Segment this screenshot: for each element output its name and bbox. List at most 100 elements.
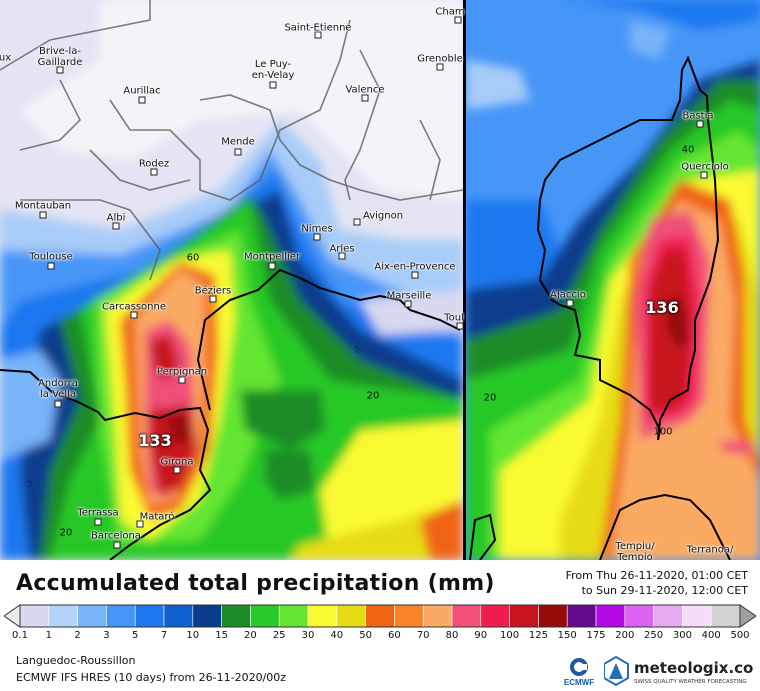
legend-tick-label: 1	[45, 630, 52, 641]
city-label: Barcelona	[91, 530, 141, 542]
legend-swatch	[394, 604, 424, 628]
city-label: Montauban	[14, 200, 72, 212]
city-label: Saint-Etienne	[284, 22, 352, 34]
city-label: Montpellier	[243, 251, 301, 263]
left-map	[0, 0, 463, 560]
city-marker	[700, 171, 708, 179]
city-label: Arles	[329, 243, 355, 255]
legend-swatch	[566, 604, 597, 628]
city-marker	[411, 271, 419, 279]
city-label: Toulouse	[29, 251, 73, 263]
legend-above-arrow	[739, 604, 756, 628]
city-marker	[150, 168, 158, 176]
legend-swatch	[682, 604, 712, 628]
city-marker	[54, 400, 62, 408]
city-marker	[361, 94, 369, 102]
contour-label: 20	[483, 392, 497, 404]
legend-swatch	[278, 604, 309, 628]
meteologix-logo: meteologix.com SWISS QUALITY WEATHER FOR…	[603, 655, 760, 687]
city-label: Mende	[221, 136, 255, 148]
legend-swatch	[221, 604, 251, 628]
legend-tick-label: 0.1	[12, 630, 28, 641]
legend-swatch	[336, 604, 366, 628]
region-name: Languedoc-Roussillon	[16, 654, 136, 667]
city-label: Andorra la Vella	[38, 378, 78, 400]
city-label: Mataró	[139, 511, 175, 523]
city-marker	[268, 262, 276, 270]
legend-tick-label: 20	[244, 630, 257, 641]
city-label: Brive-la- Gaillarde	[37, 46, 83, 68]
legend-tick-label: 2	[74, 630, 81, 641]
city-label: Nimes	[301, 223, 333, 235]
city-label: Terranoa/	[686, 544, 734, 556]
legend-tick-label: 50	[359, 630, 372, 641]
city-marker	[209, 295, 217, 303]
city-marker	[178, 376, 186, 384]
ecmwf-logo-text: ECMWF	[564, 678, 594, 687]
city-marker	[112, 222, 120, 230]
city-marker	[94, 518, 102, 526]
legend-tick-label: 70	[416, 630, 430, 641]
legend-swatch	[451, 604, 482, 628]
city-label: Aix-en-Provence	[374, 261, 456, 273]
city-marker	[173, 466, 181, 474]
meteologix-tagline: SWISS QUALITY WEATHER FORECASTING	[634, 679, 747, 685]
legend-tick-label: 150	[557, 630, 577, 641]
legend-tick-label: 90	[474, 630, 488, 641]
legend-swatch	[77, 604, 107, 628]
contour-label: 60	[186, 252, 200, 264]
period-to: to Sun 29-11-2020, 12:00 CET	[581, 584, 748, 597]
legend-swatch	[595, 604, 626, 628]
legend-tick-label: 400	[701, 630, 721, 641]
contour-label: 40	[681, 144, 695, 156]
city-label: Le Puy-en-Velay	[251, 59, 295, 81]
legend-tick-label: 125	[528, 630, 548, 641]
city-marker	[313, 233, 321, 241]
city-marker	[338, 252, 346, 260]
legend-tick-label: 40	[330, 630, 344, 641]
legend-tick-label: 10	[186, 630, 200, 641]
meteologix-logo-text: meteologix.com	[634, 659, 754, 677]
city-label: Avignon	[362, 210, 404, 222]
city-marker	[234, 148, 242, 156]
legend-tick-label: 3	[103, 630, 110, 641]
legend-tick-label: 15	[215, 630, 228, 641]
legend-swatch	[624, 604, 654, 628]
legend-tick-label: 7	[160, 630, 168, 641]
legend-tick-label: 500	[730, 630, 750, 641]
city-marker	[566, 299, 574, 307]
city-label: Aurillac	[123, 85, 161, 97]
legend-swatch	[307, 604, 338, 628]
legend-swatch	[509, 604, 539, 628]
city-marker	[456, 322, 464, 330]
legend-tick-label: 80	[445, 630, 459, 641]
contour-label: 100	[653, 426, 673, 438]
city-marker	[130, 311, 138, 319]
city-label: Querciolo	[681, 161, 729, 173]
max-value-label: 133	[138, 431, 172, 450]
city-label: Albi	[106, 212, 126, 224]
precipitation-maps: Brive-la- Gaillarde Aurillac Saint-Etienne L…	[0, 0, 760, 560]
legend-tick-label: 250	[644, 630, 664, 641]
legend-swatch	[422, 604, 453, 628]
legend-swatch	[710, 604, 741, 628]
city-label: Grenoble	[417, 53, 463, 65]
city-label: Ajaccio	[550, 289, 586, 301]
city-label: Tempiu/Tempio	[615, 541, 655, 560]
contour-label: 20	[366, 390, 380, 402]
legend-ticks: 0.1 1 2 3 5 7 10 15 20 25 30 40 50 60 70 80 90 100 125 150 1…	[0, 630, 760, 644]
city-label: ux	[0, 52, 12, 64]
city-marker	[39, 211, 47, 219]
legend-tick-label: 300	[672, 630, 692, 641]
legend-swatch	[19, 604, 50, 628]
city-marker	[113, 541, 121, 549]
city-label: Béziers	[194, 285, 232, 297]
legend-tick-label: 100	[500, 630, 520, 641]
model-run: ECMWF IFS HRES (10 days) from 26-11-2020…	[16, 671, 287, 684]
legend-below-arrow	[4, 604, 21, 628]
city-label: Terrassa	[77, 507, 119, 519]
city-label: Valence	[345, 84, 385, 96]
city-marker	[269, 81, 277, 89]
city-label: Toul	[444, 312, 464, 324]
city-marker	[436, 63, 444, 71]
